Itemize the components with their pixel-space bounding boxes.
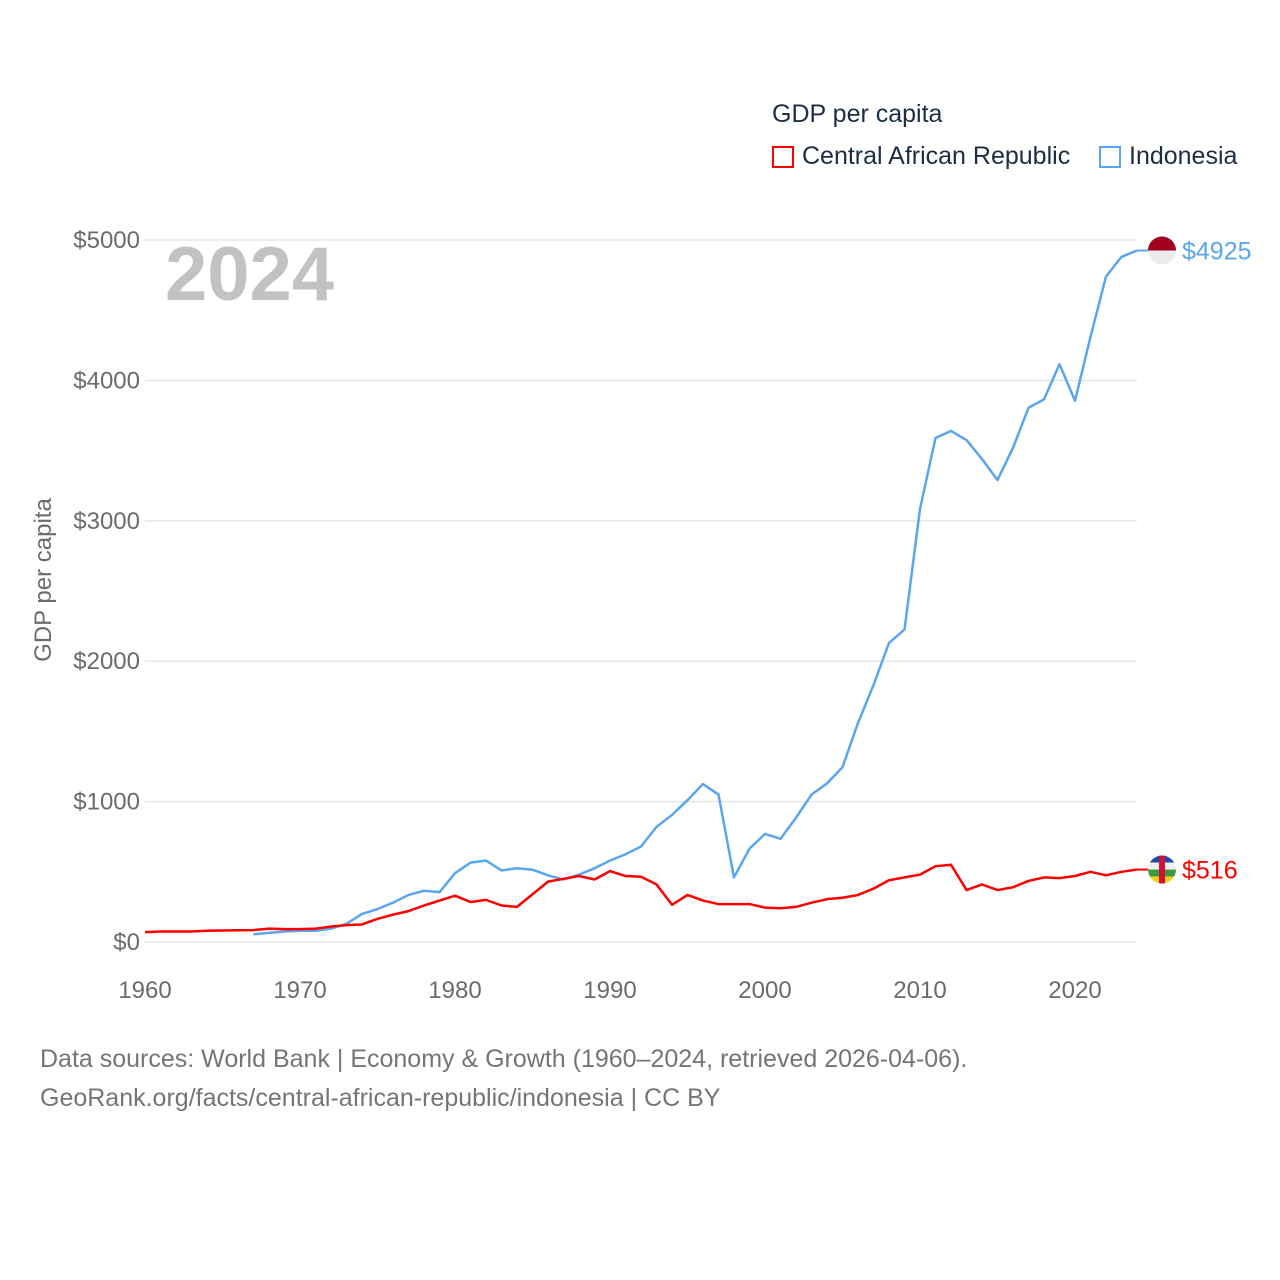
x-tick-label: 1970 [273,977,326,1004]
y-tick-label: $0 [113,929,140,956]
x-tick-label: 2000 [738,977,791,1004]
legend-item-indonesia[interactable]: Indonesia [1099,142,1237,171]
x-tick-label: 2020 [1048,977,1101,1004]
x-tick-label: 1960 [118,977,171,1004]
y-tick-label: $2000 [73,648,140,675]
car-flag-icon [1159,855,1165,884]
legend-swatch [1099,145,1121,168]
y-tick-label: $4000 [73,367,140,394]
source-link[interactable]: GeoRank.org/facts/central-african-republ… [40,1084,721,1112]
year-watermark: 2024 [165,232,334,317]
x-tick-label: 1980 [428,977,481,1004]
legend-swatch [772,145,794,168]
data-source-text: Data sources: World Bank | Economy & Gro… [40,1045,968,1073]
y-tick-label: $5000 [73,227,140,254]
indonesia-flag-icon [1148,250,1176,265]
indonesia-flag-icon [1148,236,1176,251]
x-tick-label: 2010 [893,977,946,1004]
series-line-indonesia [253,249,1138,936]
end-value-label: $516 [1182,857,1238,885]
end-value-label: $4925 [1182,238,1252,266]
legend-label: Central African Republic [802,142,1071,170]
y-axis-label: GDP per capita [30,498,57,662]
legend-label: Indonesia [1129,142,1238,170]
y-tick-label: $1000 [73,789,140,816]
series-line-central-african-republic [144,863,1138,934]
legend-title: GDP per capita [772,100,943,128]
y-tick-label: $3000 [73,508,140,535]
x-tick-label: 1990 [583,977,636,1004]
legend-item-car[interactable]: Central African Republic [772,142,1070,171]
